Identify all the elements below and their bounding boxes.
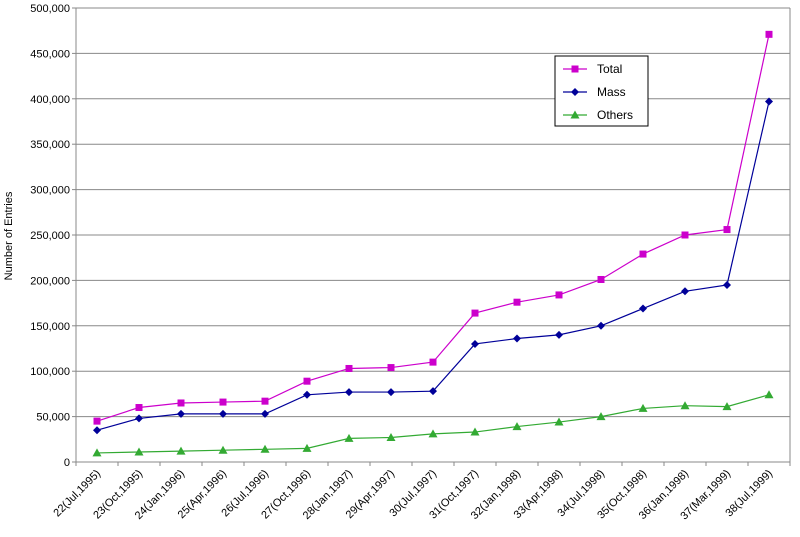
y-tick-label: 250,000 — [30, 230, 70, 242]
y-tick-labels: 0 50,000 100,000 150,000 200,000 250,000 300,0… — [30, 3, 70, 469]
legend-label-mass: Mass — [597, 85, 626, 99]
data-point-others — [134, 447, 144, 456]
data-point-mass — [639, 304, 647, 313]
data-point-others — [638, 403, 648, 412]
data-point-others — [302, 443, 312, 452]
legend-label-others: Others — [597, 108, 633, 122]
data-point-mass — [597, 321, 605, 330]
data-point-mass — [429, 387, 437, 396]
data-point-mass — [135, 414, 143, 423]
data-point-total — [303, 377, 311, 385]
data-point-others — [428, 429, 438, 438]
y-tick-label: 350,000 — [30, 139, 70, 151]
data-point-others — [386, 432, 396, 441]
data-point-total — [723, 226, 731, 234]
legend-marker-total — [571, 65, 579, 73]
legend-items: Total Mass Others — [563, 62, 633, 122]
data-point-mass — [261, 409, 269, 418]
data-point-total — [471, 309, 479, 317]
y-tick-label: 50,000 — [36, 412, 70, 424]
data-point-others — [512, 422, 522, 431]
y-tick-label: 450,000 — [30, 48, 70, 60]
data-point-mass — [555, 330, 563, 339]
data-point-others — [176, 446, 186, 455]
data-point-others — [680, 401, 690, 410]
y-tick-label: 150,000 — [30, 321, 70, 333]
data-point-mass — [177, 409, 185, 418]
data-point-mass — [513, 334, 521, 343]
data-point-total — [135, 404, 143, 412]
data-point-total — [555, 291, 563, 299]
data-point-others — [344, 433, 354, 442]
data-point-others — [764, 390, 774, 399]
data-point-total — [177, 399, 185, 407]
data-point-total — [513, 298, 521, 306]
y-tick-label: 400,000 — [30, 94, 70, 106]
data-point-mass — [681, 287, 689, 296]
data-point-others — [260, 444, 270, 453]
data-point-mass — [387, 388, 395, 397]
data-point-others — [218, 445, 228, 454]
data-point-others — [92, 448, 102, 457]
data-point-total — [765, 30, 773, 38]
data-point-others — [722, 402, 732, 411]
series-line-others — [96, 394, 770, 454]
data-point-total — [93, 417, 101, 425]
data-point-total — [597, 275, 605, 283]
data-point-others — [470, 427, 480, 436]
data-point-mass — [471, 339, 479, 348]
legend: Total Mass Others — [554, 55, 649, 127]
legend-label-total: Total — [597, 62, 622, 76]
data-point-total — [639, 250, 647, 258]
legend-box — [554, 55, 649, 127]
y-axis-title: Number of Entries — [3, 191, 15, 280]
data-point-total — [219, 398, 227, 406]
data-point-mass — [765, 97, 773, 106]
data-point-total — [387, 364, 395, 372]
data-point-others — [554, 417, 564, 426]
y-tick-label: 100,000 — [30, 366, 70, 378]
data-point-mass — [219, 409, 227, 418]
legend-marker-others — [570, 110, 580, 119]
y-tick-label: 500,000 — [30, 3, 70, 15]
x-tick-labels: 22(Jul,1995)23(Oct,1995)24(Jan,1996)25(A… — [51, 468, 775, 523]
series-line-mass — [96, 101, 770, 431]
y-tick-label: 200,000 — [30, 275, 70, 287]
data-point-total — [681, 231, 689, 239]
data-point-others — [596, 412, 606, 421]
data-point-total — [429, 358, 437, 366]
data-point-total — [345, 364, 353, 372]
data-point-mass — [723, 280, 731, 289]
legend-marker-mass — [571, 88, 579, 96]
data-point-mass — [303, 390, 311, 399]
gridlines — [76, 7, 790, 418]
y-tick-label: 0 — [64, 457, 70, 469]
series-markers — [92, 30, 774, 457]
data-point-total — [261, 397, 269, 405]
data-point-mass — [93, 426, 101, 435]
axes — [72, 7, 791, 466]
y-tick-label: 300,000 — [30, 185, 70, 197]
data-point-mass — [345, 388, 353, 397]
